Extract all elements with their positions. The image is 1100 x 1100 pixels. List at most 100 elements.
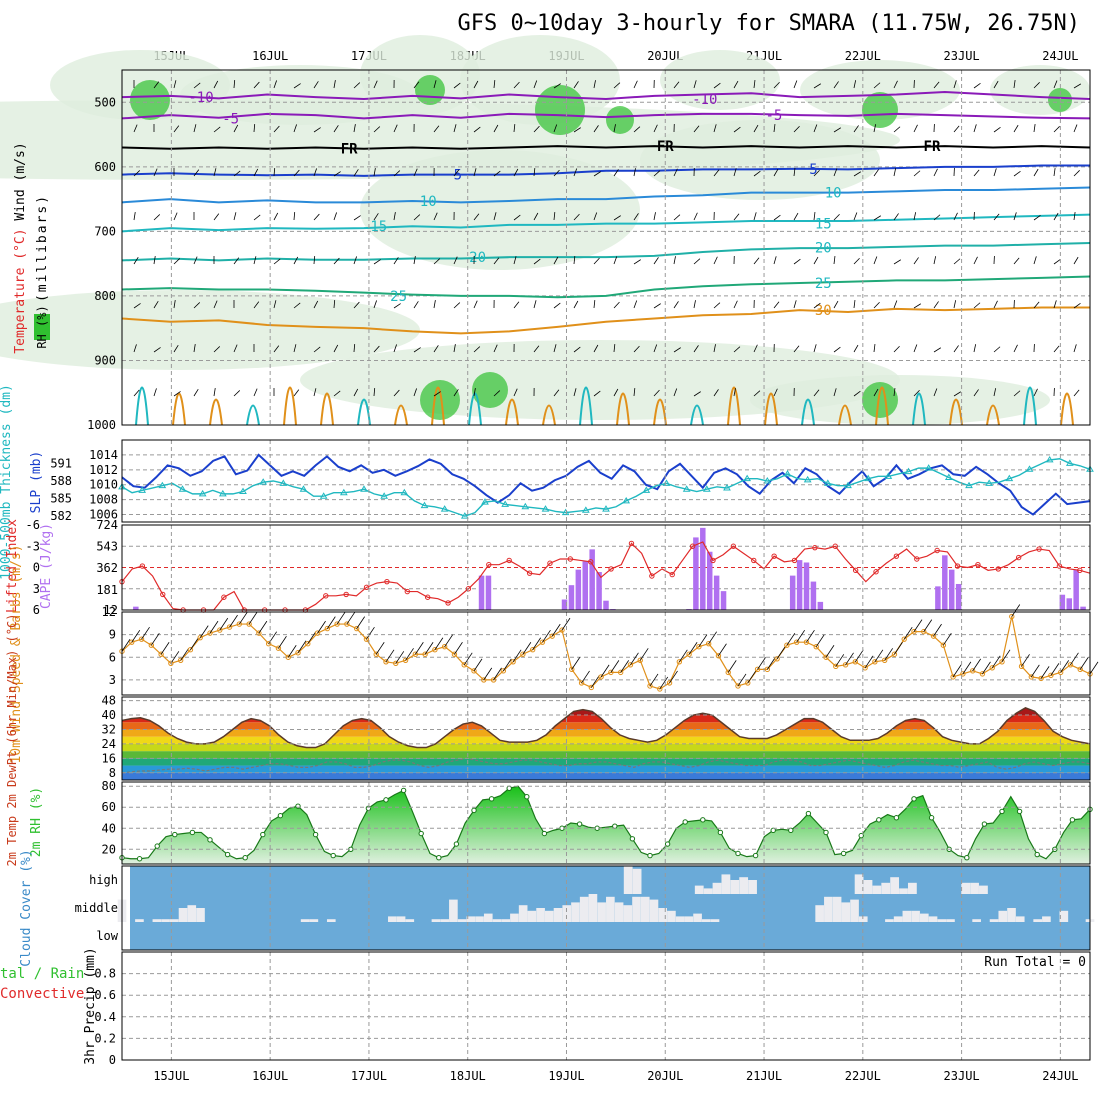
wind-barb-10m (170, 651, 180, 664)
wind-barb (1073, 124, 1078, 133)
wind-barb (233, 79, 236, 89)
wind-speed-marker (647, 683, 653, 689)
wind-barb (633, 213, 639, 221)
wind-barb (493, 257, 500, 265)
wind-barb (613, 215, 621, 221)
wind-barb-10m (180, 648, 189, 661)
wind-barb (373, 168, 376, 177)
thickness-marker (823, 479, 832, 486)
wind-barb (1053, 300, 1057, 309)
rh-tick: 80 (102, 779, 116, 793)
slp-ylabel-line: SLP (mb) (29, 451, 44, 514)
li-frame (121, 524, 1091, 611)
wind-barb (733, 300, 738, 309)
cloud-bar-middle (492, 919, 502, 922)
surface-isotherm (135, 386, 149, 426)
wind-barb (233, 124, 239, 133)
wind-speed-marker (510, 659, 516, 665)
cloud-bar-middle (553, 908, 563, 922)
date-top-label: 16JUL (252, 49, 288, 63)
wind-barb-10m (434, 637, 444, 650)
wind-barb (793, 80, 798, 89)
wind-barb (413, 214, 421, 221)
thickness-marker (864, 474, 873, 482)
wind-speed-marker (921, 628, 927, 635)
wind-speed-marker (676, 659, 683, 665)
wind-barb-10m (698, 634, 708, 647)
wind-barb-10m (512, 649, 522, 663)
wind-barb (813, 212, 816, 221)
rh-shade (800, 60, 960, 120)
wind-barb (573, 127, 581, 133)
wind-speed-marker (256, 630, 262, 636)
wind-barb (573, 346, 581, 353)
wind-barb (173, 212, 178, 221)
li-tick: -6 (26, 518, 40, 532)
wind-barb-10m (874, 649, 884, 663)
rh-marker (629, 836, 636, 842)
cloud-bar-middle (544, 910, 554, 922)
wind-barb (1013, 124, 1019, 133)
thickness-marker (1065, 459, 1074, 466)
wind-speed-marker (578, 680, 585, 686)
li-marker (975, 561, 981, 568)
rh-line (121, 785, 1091, 860)
rh-marker (682, 819, 688, 825)
wind-barb-10m (659, 676, 669, 690)
thickness-marker (239, 487, 247, 495)
wind-barb (833, 346, 841, 353)
wind-tick: 9 (109, 628, 116, 642)
wind-barb-10m (825, 645, 835, 658)
rh-shade (750, 375, 1050, 425)
wind-barb (493, 170, 501, 177)
wind-speed-marker (490, 677, 497, 683)
wind-speed-marker (353, 625, 360, 632)
wind-barb (773, 168, 779, 177)
rh-marker (1069, 817, 1076, 823)
thickness-marker (1025, 465, 1034, 472)
wind-barb (353, 124, 356, 133)
date-bottom-label: 20JUL (647, 1069, 683, 1083)
thickness-marker (642, 486, 651, 493)
wind-barb (573, 256, 576, 265)
wind-barb (533, 345, 540, 353)
cloud-bar-high (748, 880, 757, 894)
wind-barb (533, 168, 536, 177)
wind-barb (253, 214, 261, 221)
wind-barb (253, 256, 257, 265)
temp-band (122, 697, 1090, 708)
isotherm-label: -5 (222, 111, 239, 127)
surface-isotherm (986, 404, 1000, 426)
temp-tick: 24 (102, 737, 116, 751)
wind-barb (913, 303, 921, 309)
rh-marker (1016, 808, 1023, 815)
cape-bar (478, 575, 485, 610)
wind-barb (1033, 301, 1040, 309)
wind-barb (293, 389, 300, 397)
wind-barb (813, 302, 821, 309)
isotherm-label: 15 (370, 219, 387, 235)
wind-barb (813, 344, 817, 353)
wind-barb (653, 344, 658, 353)
cloud-bar-high (899, 888, 908, 894)
wind-speed-marker (569, 666, 575, 673)
upper-air-ylabel-rh: RH (%) (35, 305, 49, 348)
wind-barb (1053, 345, 1060, 353)
wind-barb (513, 81, 520, 89)
wind-speed-marker (148, 642, 155, 648)
cloud-bar-middle (658, 908, 668, 922)
wind-barb (813, 169, 820, 177)
cloud-level-label: high (89, 873, 118, 887)
rh-marker (981, 821, 988, 827)
cape-bar (706, 551, 713, 610)
thickness-marker (763, 477, 772, 484)
wind-barb (333, 344, 339, 353)
isotherm-line (121, 164, 1090, 177)
wind-barb (793, 345, 800, 353)
wind-barb (893, 259, 901, 265)
cape-bar (693, 537, 699, 610)
li-marker (995, 566, 1001, 572)
wind-speed-marker (217, 627, 223, 633)
wind-barb (753, 390, 761, 397)
thickness-marker (138, 486, 147, 493)
